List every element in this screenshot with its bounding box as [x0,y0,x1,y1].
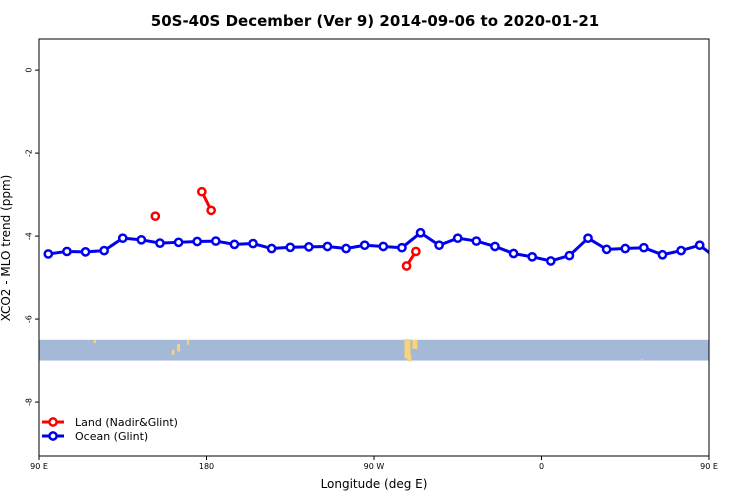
ocean-glint-point [173,237,184,248]
map-land-patch [177,343,181,352]
ocean-glint-point [545,256,556,266]
ocean-glint-point [397,242,407,253]
map-land-patch [171,349,175,355]
ocean-glint-point [43,249,54,259]
x-tick-label: 90 E [700,462,718,471]
x-tick-label: 90 E [30,462,48,471]
plot-frame [38,38,710,457]
ocean-glint-point [564,250,575,261]
map-strip [39,338,709,362]
ocean-glint-point [62,246,72,257]
x-tick-label: 180 [199,462,214,471]
x-axis: 90 E 180 90 W 0 90 E [30,456,718,471]
ocean-glint-point [583,233,593,244]
ocean-glint-point [229,239,240,250]
ocean-glint-point [99,245,109,256]
y-tick-label: -2 [25,149,34,157]
y-axis: 0 -2 -4 -6 -8 [25,68,39,406]
ocean-glint-point [508,248,519,259]
ocean-glint-point [434,240,444,251]
legend-label: Ocean (Glint) [75,430,148,443]
land-nadir-glint-point [411,246,421,257]
ocean-glint-point [378,241,389,252]
legend-label: Land (Nadir&Glint) [75,416,178,429]
ocean-glint-point [155,238,165,248]
x-tick-label: 90 W [364,462,385,471]
series-group [43,186,740,271]
ocean-glint-point [694,240,705,251]
legend: Land (Nadir&Glint)Ocean (Glint) [42,416,178,443]
legend-swatch-point [48,417,58,427]
ocean-glint-point [676,245,686,256]
ocean-glint-line [48,231,709,263]
ocean-glint-point [136,234,147,245]
ocean-glint-point [490,241,500,252]
series-layer [43,186,740,271]
legend-swatch-point [48,431,58,441]
ocean-glint-point [639,242,649,253]
ocean-glint-point [657,249,668,260]
ocean-glint-point [359,240,370,251]
ocean-glint-point [266,243,277,254]
ocean-glint-point [285,242,296,253]
y-axis-label: XCO2 - MLO trend (ppm) [0,175,13,322]
land-nadir-glint-point [206,205,217,216]
map-land-patch [407,354,412,362]
map-land-patch [412,339,418,349]
ocean-glint-point [248,238,258,249]
map-land-patch [186,339,189,345]
ocean-glint-point [304,242,314,252]
chart-title: 50S-40S December (Ver 9) 2014-09-06 to 2… [151,12,599,30]
land-nadir-glint-point [401,261,412,271]
y-tick-label: 0 [25,68,34,73]
ocean-glint-point [471,236,482,246]
ocean-glint-point [715,256,722,263]
map-land-patch [404,338,411,359]
map-land-patch [93,339,96,344]
ocean-glint-point [117,233,128,244]
ocean-glint-point [80,247,91,257]
ocean-glint-point [620,243,631,254]
x-tick-label: 0 [539,462,544,471]
map-land-patch [641,358,643,361]
map-water-band [39,339,709,361]
ocean-glint-point [341,243,351,254]
ocean-glint-point [322,241,333,252]
land-nadir-glint-point [150,211,161,222]
y-tick-label: -6 [25,315,34,323]
ocean-glint-point [192,236,203,247]
ocean-glint-point [733,250,740,257]
ocean-glint-point [415,227,426,238]
land-nadir-glint-point [196,186,207,197]
ocean-glint-point [452,233,463,244]
y-tick-label: -4 [25,232,34,240]
x-axis-label: Longitude (deg E) [321,477,428,491]
ocean-glint-point [527,251,538,262]
ocean-glint-point [210,236,221,246]
ocean-glint-point [601,244,612,255]
y-tick-label: -8 [25,398,34,406]
